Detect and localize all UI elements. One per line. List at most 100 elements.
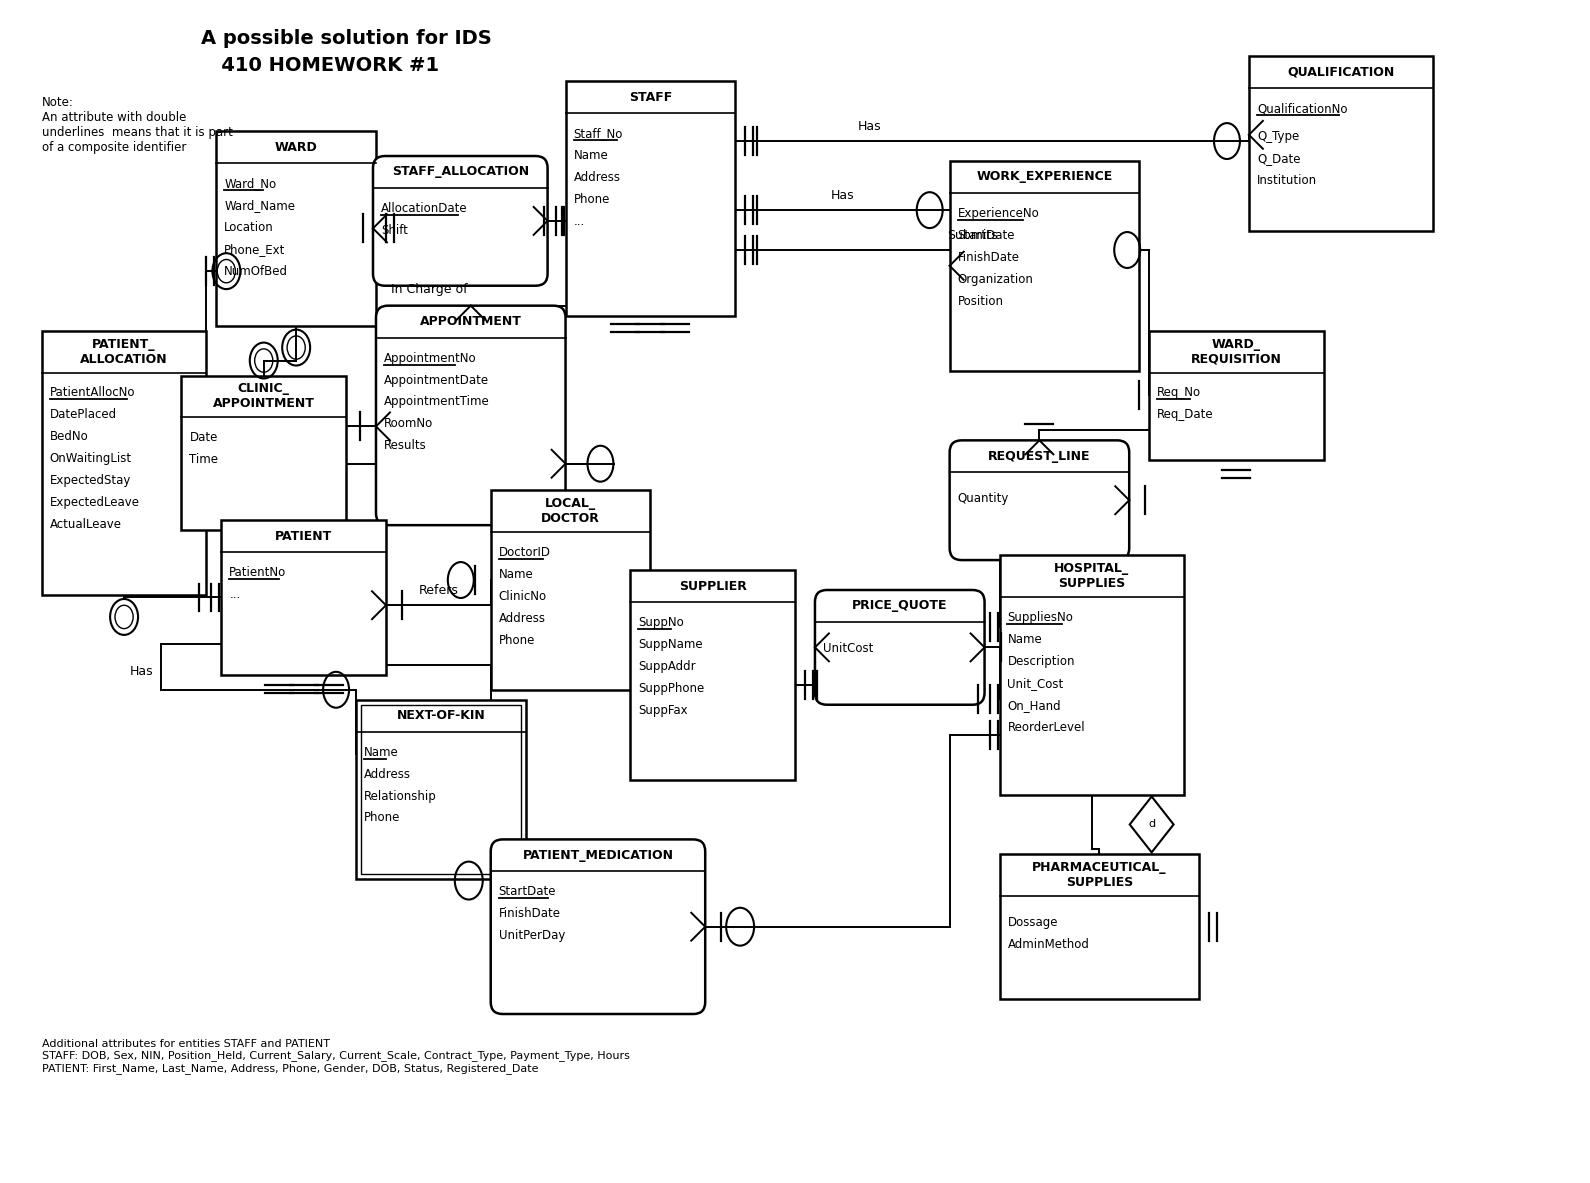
Text: SuppliesNo: SuppliesNo <box>1008 610 1073 623</box>
Text: Address: Address <box>364 768 410 781</box>
Text: SuppFax: SuppFax <box>638 704 688 717</box>
Bar <box>1000 555 1185 795</box>
Text: SuppAddr: SuppAddr <box>638 660 696 673</box>
Text: Submits: Submits <box>946 230 997 243</box>
Text: Name: Name <box>1008 633 1043 646</box>
Text: WARD: WARD <box>275 141 318 154</box>
Text: Name: Name <box>574 149 609 162</box>
Bar <box>949 161 1138 370</box>
Text: Req_No: Req_No <box>1158 387 1202 400</box>
Text: On_Hand: On_Hand <box>1008 699 1061 712</box>
Text: AppointmentNo: AppointmentNo <box>383 351 477 364</box>
Text: Has: Has <box>859 121 881 132</box>
Bar <box>566 82 735 316</box>
Text: NumOfBed: NumOfBed <box>224 265 288 278</box>
Text: Name: Name <box>499 568 534 581</box>
Text: Address: Address <box>574 172 620 185</box>
Text: SuppNo: SuppNo <box>638 616 684 629</box>
Text: ExpectedLeave: ExpectedLeave <box>49 496 140 509</box>
Text: AdminMethod: AdminMethod <box>1008 938 1089 951</box>
Text: PATIENT_MEDICATION: PATIENT_MEDICATION <box>523 849 674 862</box>
Text: Organization: Organization <box>957 273 1034 286</box>
Text: FinishDate: FinishDate <box>499 907 561 920</box>
Text: Shift: Shift <box>382 224 409 237</box>
Text: Refers: Refers <box>418 584 458 597</box>
Text: Phone: Phone <box>499 634 536 647</box>
Text: QUALIFICATION: QUALIFICATION <box>1288 66 1394 79</box>
Text: PatientNo: PatientNo <box>229 565 286 578</box>
Bar <box>491 490 650 690</box>
Text: ExpectedStay: ExpectedStay <box>49 474 130 487</box>
Text: DatePlaced: DatePlaced <box>49 408 118 421</box>
Text: UnitPerDay: UnitPerDay <box>499 929 564 942</box>
FancyBboxPatch shape <box>949 440 1129 560</box>
Bar <box>630 570 795 780</box>
Text: Name: Name <box>364 745 399 758</box>
Text: ClinicNo: ClinicNo <box>499 590 547 603</box>
Text: ...: ... <box>574 215 585 228</box>
Text: AppointmentTime: AppointmentTime <box>383 395 490 408</box>
Text: ...: ... <box>229 588 240 601</box>
Text: Has: Has <box>130 665 153 678</box>
Text: PatientAllocNo: PatientAllocNo <box>49 387 135 400</box>
Text: APPOINTMENT: APPOINTMENT <box>420 315 522 328</box>
Text: Req_Date: Req_Date <box>1158 408 1213 421</box>
Text: Address: Address <box>499 612 545 625</box>
Text: Dossage: Dossage <box>1008 917 1057 929</box>
Text: PRICE_QUOTE: PRICE_QUOTE <box>852 600 948 613</box>
Text: Relationship: Relationship <box>364 789 437 802</box>
Text: 410 HOMEWORK #1: 410 HOMEWORK #1 <box>202 57 439 76</box>
Text: Phone: Phone <box>364 812 401 825</box>
Text: SuppName: SuppName <box>638 638 703 651</box>
FancyBboxPatch shape <box>816 590 984 705</box>
Bar <box>181 375 347 530</box>
Text: Ward_No: Ward_No <box>224 177 277 190</box>
Text: PATIENT_
ALLOCATION: PATIENT_ ALLOCATION <box>80 337 169 366</box>
Text: PHARMACEUTICAL_
SUPPLIES: PHARMACEUTICAL_ SUPPLIES <box>1032 861 1167 890</box>
Text: Phone_Ext: Phone_Ext <box>224 243 286 256</box>
Text: CLINIC_
APPOINTMENT: CLINIC_ APPOINTMENT <box>213 382 315 411</box>
Text: SuppPhone: SuppPhone <box>638 681 704 694</box>
Text: ExperienceNo: ExperienceNo <box>957 207 1040 220</box>
Text: SUPPLIER: SUPPLIER <box>679 580 747 593</box>
Text: Position: Position <box>957 295 1003 308</box>
Text: ReorderLevel: ReorderLevel <box>1008 720 1084 733</box>
Text: QualificationNo: QualificationNo <box>1258 102 1347 115</box>
Bar <box>41 330 207 595</box>
Bar <box>356 700 526 879</box>
Bar <box>1248 57 1434 231</box>
Text: Q_Type: Q_Type <box>1258 130 1299 143</box>
Text: StartDate: StartDate <box>499 885 556 898</box>
Text: NEXT-OF-KIN: NEXT-OF-KIN <box>396 709 485 722</box>
Text: DoctorID: DoctorID <box>499 547 550 560</box>
Text: ActualLeave: ActualLeave <box>49 518 122 531</box>
Text: Phone: Phone <box>574 193 611 206</box>
Text: Has: Has <box>830 189 854 202</box>
Text: STAFF_ALLOCATION: STAFF_ALLOCATION <box>391 166 529 179</box>
Text: StartDate: StartDate <box>957 228 1014 241</box>
Text: RoomNo: RoomNo <box>383 418 432 431</box>
Text: A possible solution for IDS: A possible solution for IDS <box>202 30 493 49</box>
Text: Quantity: Quantity <box>957 492 1010 505</box>
Text: d: d <box>1148 820 1156 829</box>
Text: FinishDate: FinishDate <box>957 251 1019 264</box>
Text: BedNo: BedNo <box>49 431 89 444</box>
Text: Time: Time <box>189 453 218 466</box>
Text: Date: Date <box>189 432 218 445</box>
Text: Description: Description <box>1008 655 1075 668</box>
Text: UnitCost: UnitCost <box>824 642 873 655</box>
Text: REQUEST_LINE: REQUEST_LINE <box>987 450 1091 463</box>
Text: Location: Location <box>224 221 273 234</box>
Text: Institution: Institution <box>1258 174 1317 187</box>
Text: Q_Date: Q_Date <box>1258 153 1301 166</box>
Bar <box>221 521 386 674</box>
Text: Results: Results <box>383 439 426 452</box>
Text: Additional attributes for entities STAFF and PATIENT
STAFF: DOB, Sex, NIN, Posit: Additional attributes for entities STAFF… <box>41 1039 630 1074</box>
Text: WORK_EXPERIENCE: WORK_EXPERIENCE <box>976 170 1113 183</box>
Text: OnWaitingList: OnWaitingList <box>49 452 132 465</box>
Text: Staff_No: Staff_No <box>574 127 623 140</box>
Text: Unit_Cost: Unit_Cost <box>1008 677 1064 690</box>
Bar <box>361 705 520 874</box>
Text: Ward_Name: Ward_Name <box>224 199 296 212</box>
Text: LOCAL_
DOCTOR: LOCAL_ DOCTOR <box>541 497 599 525</box>
